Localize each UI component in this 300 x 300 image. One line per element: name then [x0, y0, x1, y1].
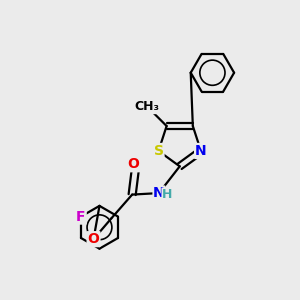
Text: CH₃: CH₃	[135, 100, 160, 113]
Text: O: O	[88, 232, 100, 246]
Text: F: F	[76, 210, 86, 224]
Text: O: O	[128, 157, 140, 171]
Text: H: H	[162, 188, 172, 201]
Text: N: N	[153, 186, 165, 200]
Text: N: N	[195, 144, 207, 158]
Text: S: S	[154, 144, 164, 158]
